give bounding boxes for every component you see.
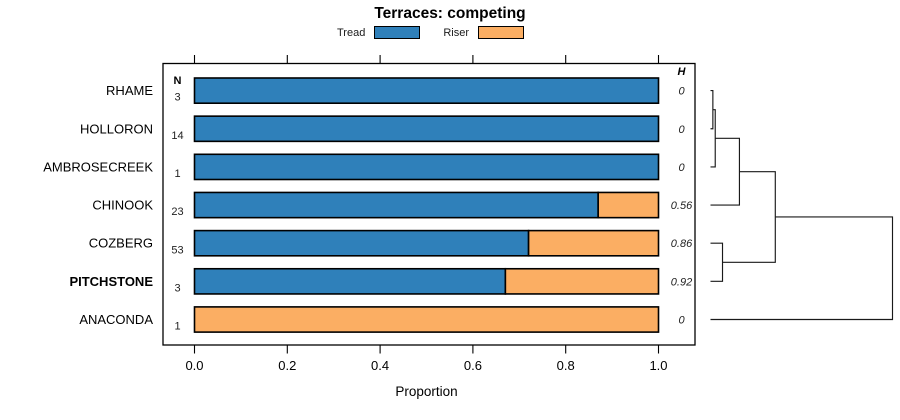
legend-swatch-tread — [374, 26, 421, 39]
axis-tick-label: 0.4 — [371, 358, 389, 373]
n-value: 23 — [171, 206, 183, 218]
legend-label-riser: Riser — [443, 26, 469, 39]
dendrogram-link — [710, 90, 714, 130]
n-value: 53 — [171, 244, 183, 256]
category-label: AMBROSECREEK — [43, 159, 153, 174]
h-value: 0.86 — [671, 238, 693, 250]
category-label: COZBERG — [89, 236, 153, 251]
legend-item-riser: Riser — [443, 26, 524, 39]
n-value: 1 — [174, 321, 180, 333]
h-value: 0.56 — [671, 200, 693, 212]
bar-segment-tread — [193, 191, 599, 219]
legend-item-tread: Tread — [337, 26, 421, 39]
n-column-header: N — [174, 75, 182, 87]
bar-segment-tread — [193, 153, 660, 181]
legend-label-tread: Tread — [337, 26, 366, 39]
category-label: ANACONDA — [79, 312, 153, 327]
axis-tick-label: 1.0 — [649, 358, 667, 373]
axis-tick-label: 0.0 — [185, 358, 203, 373]
axis-tick-label: 0.6 — [464, 358, 482, 373]
bar-segment-riser — [193, 306, 660, 333]
category-label: RHAME — [106, 83, 153, 98]
bar-segment-tread — [193, 77, 660, 105]
h-value: 0 — [678, 315, 685, 327]
legend-swatch-riser — [478, 26, 524, 39]
bar-segment-riser — [504, 267, 660, 295]
dendrogram-link — [710, 242, 724, 282]
n-value: 3 — [174, 92, 180, 104]
h-value: 0.92 — [671, 276, 692, 288]
category-label: HOLLORON — [80, 121, 153, 136]
dendrogram-link — [710, 216, 894, 321]
bar-segment-tread — [193, 115, 660, 143]
h-value: 0 — [678, 162, 685, 174]
bar-segment-tread — [193, 229, 530, 257]
n-value: 1 — [174, 168, 180, 180]
bar-segment-riser — [527, 229, 660, 257]
chart-title: Terraces: competing — [374, 5, 526, 22]
category-label: PITCHSTONE — [69, 274, 153, 289]
bar-segment-tread — [193, 267, 507, 295]
n-value: 3 — [174, 282, 180, 294]
h-column-header: H — [678, 66, 687, 78]
axis-tick-label: 0.2 — [278, 358, 296, 373]
axis-tick-label: 0.8 — [557, 358, 575, 373]
category-label: CHINOOK — [92, 198, 153, 213]
h-value: 0 — [678, 124, 685, 136]
dendrogram-link — [722, 171, 776, 263]
axis-label: Proportion — [395, 384, 457, 399]
bar-segment-riser — [597, 191, 660, 219]
chart-legend: Tread Riser — [337, 26, 524, 39]
n-value: 14 — [171, 130, 183, 142]
panel-border — [162, 62, 696, 346]
h-value: 0 — [678, 86, 685, 98]
